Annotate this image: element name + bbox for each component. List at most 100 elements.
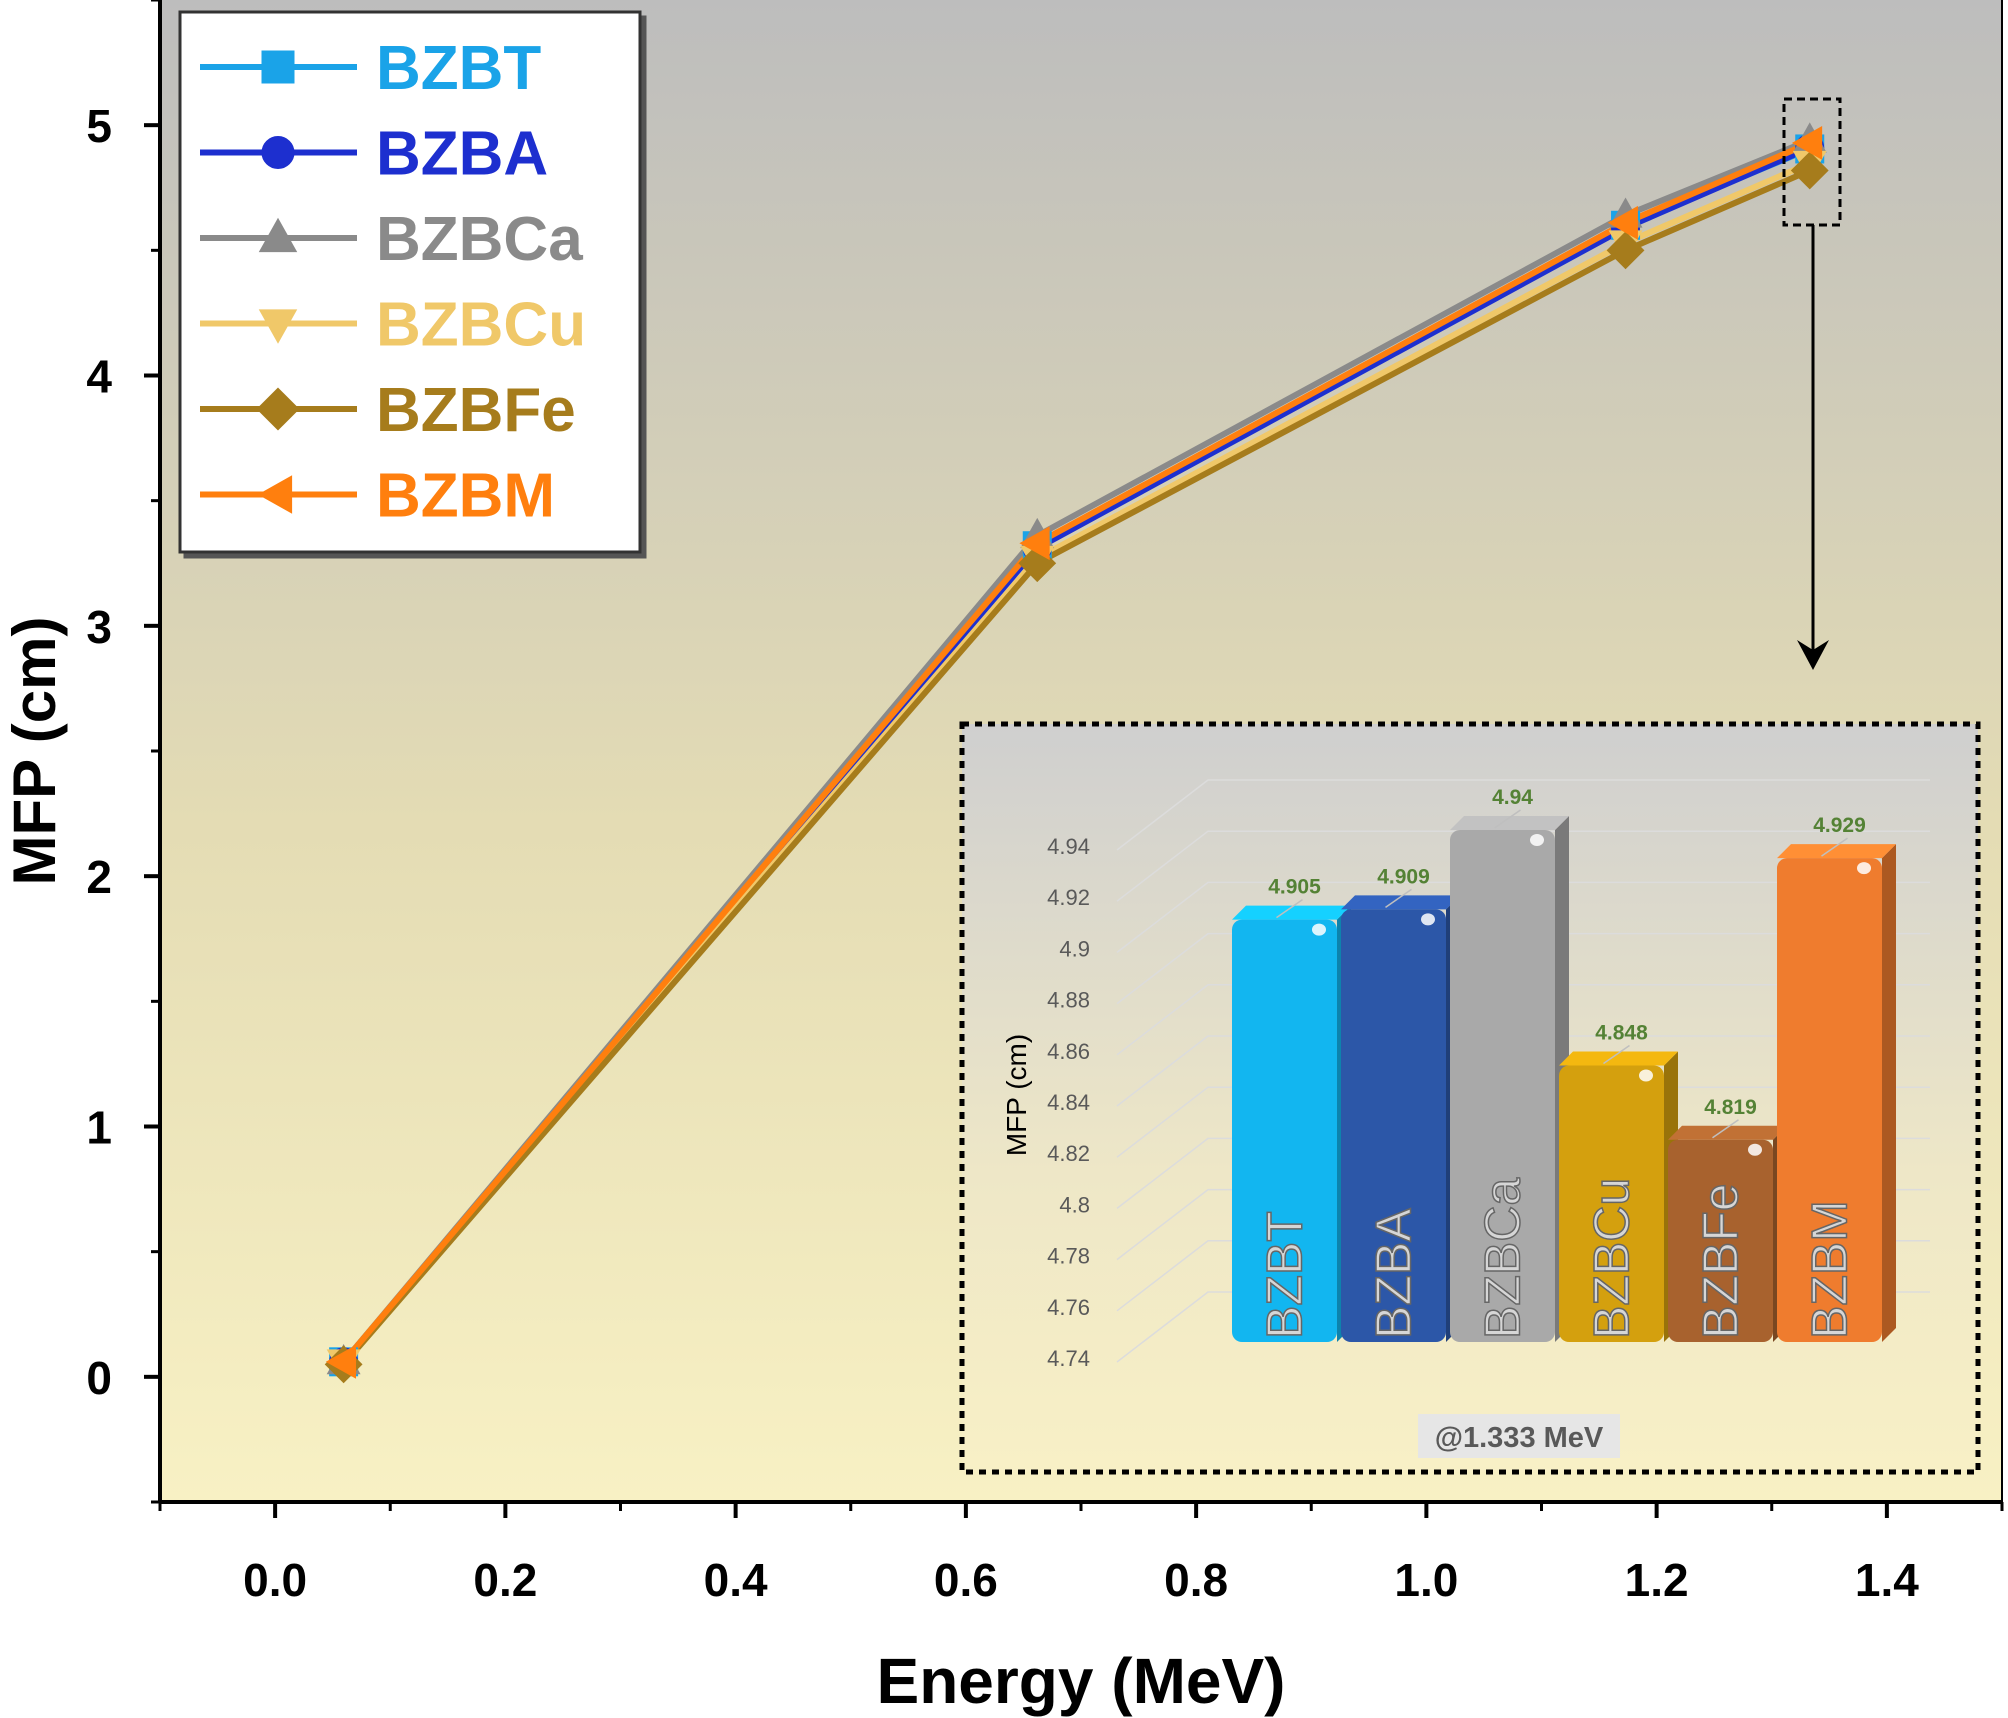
- inset-bar-label-bzbt: BZBT: [1257, 1211, 1313, 1339]
- inset-gridline: [1116, 779, 1930, 851]
- inset-bar-highlight: [1530, 834, 1544, 846]
- inset-bar-top-bzbt: [1232, 905, 1351, 920]
- legend-label-bzbm: BZBM: [376, 462, 555, 531]
- y-ticks: 0 1 2 3 4 5: [86, 0, 160, 1504]
- inset-value-leader: [1821, 837, 1848, 857]
- legend-label-bzbfe: BZBFe: [376, 376, 576, 445]
- inset-y-tick-label: 4.76: [1047, 1295, 1090, 1320]
- inset-bar-label-bzba: BZBA: [1366, 1208, 1422, 1339]
- inset-y-tick-label: 4.86: [1047, 1039, 1090, 1064]
- inset-gridline: [1116, 881, 1930, 953]
- inset-value-leader: [1712, 1119, 1739, 1139]
- inset-bar-bzbfe: [1668, 1139, 1773, 1342]
- inset-value-leader: [1494, 809, 1521, 829]
- inset-value-leader: [1385, 888, 1412, 908]
- x-tick-label: 0.6: [934, 1554, 998, 1606]
- series-line-bzbfe: [341, 167, 1811, 1367]
- inset-bar-label-bzbfe: BZBFe: [1693, 1183, 1749, 1339]
- inset-gridline: [1116, 1086, 1930, 1158]
- inset-bar-highlight: [1748, 1143, 1762, 1156]
- x-tick-label: 0.8: [1164, 1554, 1228, 1606]
- inset-y-tick-label: 4.74: [1047, 1346, 1090, 1371]
- point-bzbfe: [1606, 231, 1645, 270]
- x-axis-label: Energy (MeV): [877, 1645, 1286, 1717]
- point-bzbm: [1791, 125, 1823, 160]
- y-tick-label: 5: [86, 100, 112, 152]
- inset-bar-bzbca: [1450, 830, 1555, 1342]
- inset-annotation-bg: [1418, 1414, 1620, 1458]
- series-layer: [324, 122, 1829, 1384]
- inset-gridline: [1116, 830, 1930, 902]
- x-ticks: 0.0 0.2 0.4 0.6 0.8 1.0 1.2 1.4: [158, 1502, 2004, 1606]
- point-bzbm: [1019, 526, 1050, 561]
- y-tick-label: 0: [86, 1352, 112, 1404]
- inset-y-axis-label: MFP (cm): [1001, 1034, 1032, 1156]
- inset-bar-bzbt: [1232, 919, 1337, 1342]
- inset-bar-side-bzbm: [1882, 844, 1896, 1342]
- legend-label-bzbca: BZBCa: [376, 205, 583, 274]
- legend-label-bzbt: BZBT: [376, 34, 541, 103]
- point-bzbm: [1607, 205, 1638, 240]
- inset-value-label-bzba: 4.909: [1377, 865, 1430, 888]
- point-bzbm: [325, 1344, 357, 1379]
- inset-y-ticks: 4.74 4.76 4.78 4.8 4.82 4.84 4.86 4.88 4.9 4.92 4.…: [1047, 834, 1090, 1371]
- x-tick-label: 0.2: [473, 1554, 537, 1606]
- legend-marker-bzbcu: [258, 309, 298, 344]
- inset-value-label-bzbt: 4.905: [1268, 876, 1321, 899]
- inset-bar-label-bzbm: BZBM: [1802, 1200, 1858, 1339]
- inset-y-tick-label: 4.82: [1047, 1141, 1090, 1166]
- inset-bar-top-bzbcu: [1559, 1051, 1678, 1066]
- inset-bar-top-bzbm: [1777, 844, 1896, 859]
- x-tick-label: 0.0: [243, 1554, 307, 1606]
- x-tick-label: 0.4: [704, 1554, 768, 1606]
- y-tick-label: 4: [86, 351, 112, 403]
- legend-marker-bzbca: [258, 217, 298, 253]
- inset-bar-highlight: [1639, 1069, 1653, 1082]
- y-tick-label: 1: [86, 1102, 112, 1154]
- inset-value-label-bzbfe: 4.819: [1704, 1096, 1757, 1119]
- series-line-bzbm: [341, 140, 1811, 1364]
- legend-marker-bzba: [261, 136, 295, 169]
- inset-gridline: [1116, 1035, 1930, 1107]
- y-tick-label: 2: [86, 851, 112, 903]
- inset-y-tick-label: 4.78: [1047, 1244, 1090, 1269]
- inset-value-leader: [1603, 1044, 1630, 1065]
- inset-bar-top-bzbca: [1450, 816, 1569, 830]
- inset-bar-label-bzbca: BZBCa: [1475, 1178, 1531, 1339]
- inset-value-label-bzbcu: 4.848: [1595, 1022, 1648, 1045]
- inset-y-tick-label: 4.88: [1047, 988, 1090, 1013]
- inset-bar-highlight: [1312, 923, 1326, 936]
- inset-y-tick-label: 4.9: [1059, 936, 1090, 961]
- legend-items: BZBT BZBA BZBCa BZBCu BZBFe BZBM: [200, 34, 586, 531]
- inset-value-label-bzbca: 4.94: [1492, 786, 1533, 809]
- legend-box: [178, 10, 642, 554]
- inset-bar-label-bzbcu: BZBCu: [1584, 1178, 1640, 1339]
- legend-label-bzbcu: BZBCu: [376, 291, 586, 360]
- inset-bars: BZBT 4.905 BZBA 4.909 BZBCa 4.94 BZBCu 4.848 BZB…: [1232, 786, 1896, 1342]
- inset-bar-highlight: [1421, 913, 1435, 926]
- legend-label-bzba: BZBA: [376, 120, 548, 189]
- inset-bar-bzbcu: [1559, 1065, 1664, 1342]
- point-bzbfe: [1790, 151, 1829, 190]
- y-tick-label: 3: [86, 601, 112, 653]
- y-axis-label: MFP (cm): [1, 617, 68, 886]
- legend-marker-bzbm: [257, 475, 293, 514]
- inset-chart: 4.74 4.76 4.78 4.8 4.82 4.84 4.86 4.88 4.9 4.92 4.…: [959, 721, 1981, 1475]
- inset-value-label-bzbm: 4.929: [1813, 814, 1866, 837]
- inset-bar-top-bzba: [1341, 895, 1460, 910]
- inset-bar-bzbm: [1777, 858, 1882, 1342]
- x-tick-label: 1.0: [1394, 1554, 1458, 1606]
- x-tick-label: 1.4: [1855, 1554, 1919, 1606]
- inset-bar-top-bzbfe: [1668, 1125, 1787, 1140]
- pointer-arrow-head: [1797, 640, 1829, 670]
- inset-gridline: [1116, 932, 1930, 1005]
- legend-marker-bzbfe: [256, 387, 300, 431]
- inset-value-leader: [1276, 898, 1303, 919]
- legend: [178, 10, 642, 554]
- inset-annotation: @1.333 MeV: [1435, 1422, 1604, 1454]
- inset-y-tick-label: 4.94: [1047, 834, 1090, 859]
- inset-y-tick-label: 4.8: [1059, 1192, 1090, 1217]
- inset-bar-bzba: [1341, 909, 1446, 1342]
- inset-gridline: [1116, 984, 1930, 1056]
- inset-bar-highlight: [1857, 862, 1871, 875]
